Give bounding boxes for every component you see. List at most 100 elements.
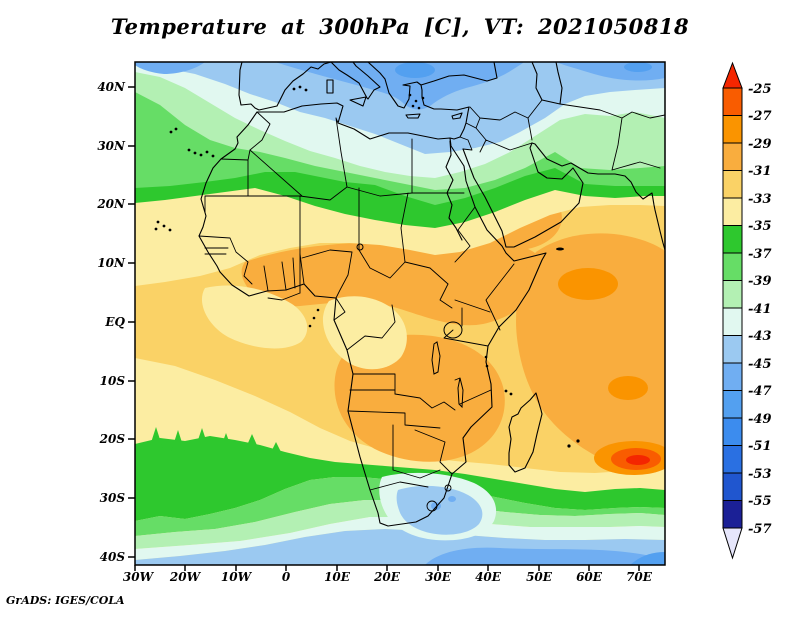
colorbar-arrow-top — [722, 61, 743, 89]
lakes — [356, 243, 464, 409]
y-tick-30N: 30N — [97, 139, 126, 153]
temperature-shading — [135, 62, 665, 565]
sicily-coastline — [349, 96, 367, 107]
colorbar-segment — [722, 252, 743, 281]
x-tick-20E: 20E — [373, 570, 401, 584]
colorbar-label: -33 — [748, 192, 772, 207]
patch-congo-m33-m35 — [322, 296, 407, 370]
colorbar-labels: -25 -27 -29 -31 -33 -35 -37 -39 -41 -43 … — [748, 82, 772, 537]
y-tick-40N: 40N — [97, 80, 126, 94]
pool-south-africa-m43-m45 — [396, 485, 483, 535]
patch-m47-m49 — [395, 62, 435, 78]
lake-victoria — [443, 321, 463, 339]
patch-guinea-m33-m35 — [201, 285, 308, 349]
x-tick-40E: 40E — [475, 570, 502, 584]
patch-m47-m49 — [624, 62, 652, 72]
africa-coastline — [198, 102, 547, 527]
x-tick-60E: 60E — [576, 570, 603, 584]
colorbar-segment — [722, 170, 743, 199]
colorbar-segment — [722, 142, 743, 171]
colorbar-arrow-bottom — [722, 527, 743, 560]
iran-india-coastline — [531, 142, 665, 251]
x-tick-30E: 30E — [425, 570, 452, 584]
colorbar-segment — [722, 472, 743, 501]
colorbar-label: -47 — [748, 384, 772, 399]
colorbar-label: -41 — [748, 302, 772, 317]
cyprus-coastline — [451, 112, 463, 120]
caspian-coastline — [531, 62, 563, 105]
lake-malawi — [457, 377, 464, 409]
colorbar-segment — [722, 225, 743, 254]
y-tick-10N: 10N — [97, 256, 126, 270]
x-axis-labels: 30W 20W 10W 0 10E 20E 30E 40E 50E 60E 70… — [123, 570, 653, 584]
colorbar-segment — [722, 362, 743, 391]
colorbar-label: -39 — [748, 274, 772, 289]
colorbar-segment — [722, 500, 743, 529]
colorbar-label: -49 — [748, 412, 772, 427]
y-tick-10S: 10S — [100, 374, 126, 388]
lake-tanganyika — [431, 341, 441, 375]
italy-coastline — [330, 62, 381, 100]
island-dots — [154, 85, 580, 448]
balkans-greece-blacksea-coastline — [367, 62, 498, 109]
colorbar-segment — [722, 115, 743, 144]
pool-spot-m45-m47 — [448, 496, 456, 502]
spikes-m35-m37 — [148, 427, 284, 458]
y-tick-20N: 20N — [96, 197, 126, 211]
x-tick-10W: 10W — [221, 570, 253, 584]
y-tick-40S: 40S — [100, 550, 126, 564]
x-tick-20W: 20W — [169, 570, 202, 584]
x-tick-70E: 70E — [626, 570, 653, 584]
colorbar-segment — [722, 417, 743, 446]
arabia-coastline — [462, 142, 584, 248]
y-tick-30S: 30S — [100, 491, 126, 505]
colorbar-label: -57 — [748, 522, 772, 537]
patch-bottom-m45-m47 — [425, 547, 665, 565]
iberia-coastline — [238, 62, 332, 111]
x-tick-10E: 10E — [324, 570, 351, 584]
country-borders — [198, 99, 665, 512]
x-tick-30W: 30W — [123, 570, 155, 584]
colorbar-label: -27 — [748, 109, 772, 124]
y-tick-EQ: EQ — [104, 315, 125, 329]
colorbar-label: -53 — [748, 467, 772, 482]
band-south-m41-m43 — [135, 517, 665, 560]
y-axis-labels: 40N 30N 20N 10N EQ 10S 20S 30S 40S — [96, 80, 126, 564]
colorbar-segment — [722, 390, 743, 419]
colorbar-segment — [722, 335, 743, 364]
colorbar-label: -43 — [748, 329, 772, 344]
colorbar-label: -45 — [748, 357, 772, 372]
colorbar-segment — [722, 280, 743, 309]
colorbar: -25 -27 -29 -31 -33 -35 -37 -39 -41 -43 … — [722, 61, 772, 560]
x-tick-50E: 50E — [526, 570, 553, 584]
patch-med-m45-m47 — [135, 62, 665, 110]
x-axis — [134, 565, 640, 571]
colorbar-segment — [722, 445, 743, 474]
colorbar-label: -51 — [748, 439, 772, 454]
band-east-indian-m29-m31 — [516, 233, 665, 472]
crete-coastline — [405, 113, 421, 119]
map-frame — [134, 61, 666, 566]
coastlines — [198, 62, 665, 527]
y-tick-20S: 20S — [99, 432, 126, 446]
page-title: Temperature at 300hPa [C], VT: 202105081… — [110, 14, 690, 39]
hotspot-core-below-m25 — [626, 455, 650, 465]
colorbar-label: -31 — [748, 164, 772, 179]
x-tick-0: 0 — [282, 570, 291, 584]
patch-m27-m29 — [558, 268, 618, 300]
colorbar-label: -35 — [748, 219, 772, 234]
band-north-m43-m45 — [135, 62, 665, 154]
colorbar-label: -37 — [748, 247, 772, 262]
madagascar-coastline — [508, 392, 543, 473]
colorbar-segment — [722, 87, 743, 116]
colorbar-label: -25 — [748, 82, 772, 97]
sardinia-coastline — [326, 79, 334, 94]
colorbar-segment — [722, 307, 743, 336]
colorbar-segment — [722, 197, 743, 226]
lake-chad — [356, 243, 364, 251]
colorbar-label: -29 — [748, 137, 772, 152]
patch-corner-m47-m49 — [630, 552, 665, 565]
y-axis — [128, 86, 135, 558]
